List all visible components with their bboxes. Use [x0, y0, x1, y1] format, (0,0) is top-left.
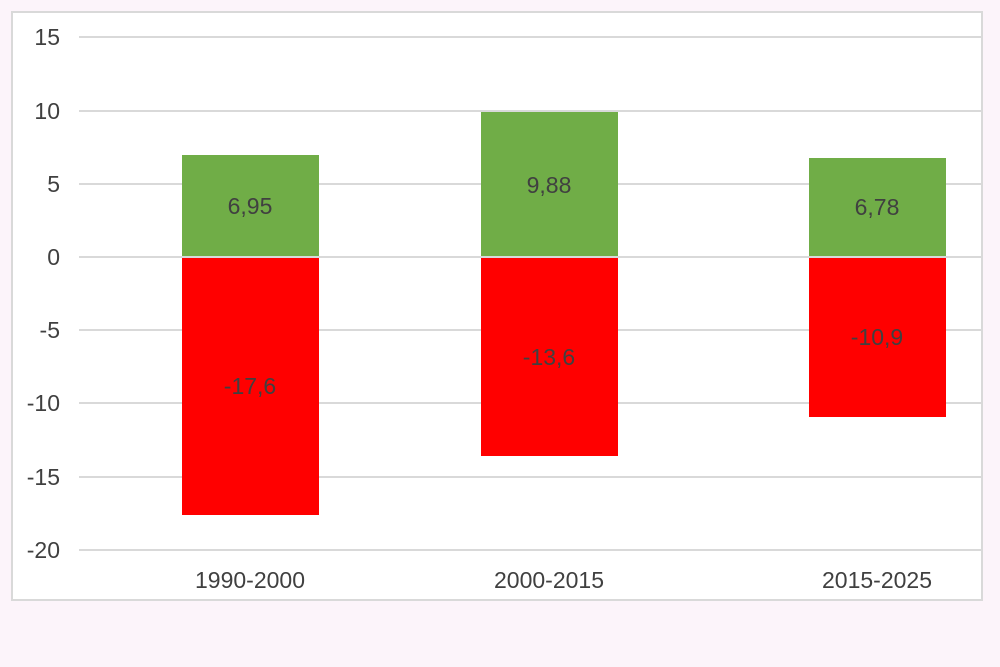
x-axis-category-label: 2000-2015: [494, 567, 604, 593]
y-axis-tick-label: -15: [26, 463, 60, 490]
data-label: 6,95: [227, 193, 273, 220]
bar-positive-segment: [181, 155, 319, 257]
bar-negative-segment: [480, 257, 618, 457]
bar-chart: 15 10 5 0 -5 -10 -15 -20 6,95 -17,6 1990-2000 9,88 -…: [11, 11, 983, 601]
data-label: -10,9: [850, 323, 904, 350]
bar-positive-segment: [480, 112, 618, 257]
data-label: 9,88: [526, 171, 572, 198]
data-label: -17,6: [223, 372, 277, 399]
y-axis-tick-label: 15: [34, 24, 60, 51]
y-axis-tick-label: -20: [26, 536, 60, 563]
y-axis-tick-label: 10: [34, 97, 60, 124]
gridline: [79, 109, 981, 112]
gridline: [79, 36, 981, 39]
x-axis-category-label: 2015-2025: [822, 567, 932, 593]
plot-area: 15 10 5 0 -5 -10 -15 -20 6,95 -17,6 1990-2000 9,88 -…: [13, 13, 981, 599]
bar-negative-segment: [808, 257, 946, 417]
y-axis-tick-label: -10: [26, 390, 60, 417]
y-axis-tick-label: -5: [39, 317, 60, 344]
y-axis-tick-label: 5: [47, 170, 60, 197]
gridline: [79, 475, 981, 478]
bar-negative-segment: [181, 257, 319, 515]
data-label: -13,6: [522, 343, 576, 370]
data-label: 6,78: [854, 194, 900, 221]
zero-axis-line: [79, 256, 981, 258]
gridline: [79, 548, 981, 551]
y-axis-tick-label: 0: [47, 244, 60, 270]
bar-positive-segment: [808, 157, 946, 257]
x-axis-category-label: 1990-2000: [195, 567, 305, 593]
